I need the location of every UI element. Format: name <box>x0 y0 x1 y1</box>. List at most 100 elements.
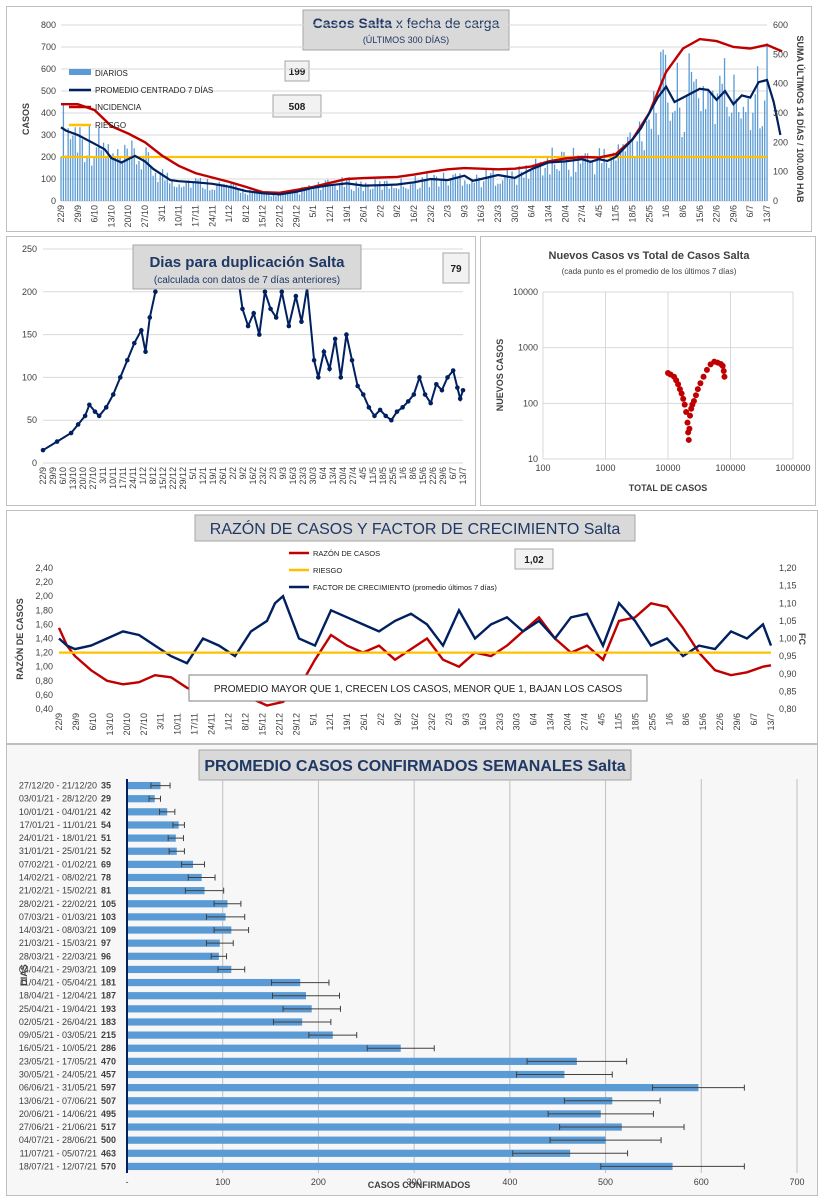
daily-bar <box>109 155 112 201</box>
doubling-point <box>110 392 116 397</box>
x-tick-label: - <box>126 1177 129 1187</box>
daily-bar <box>412 182 414 201</box>
weekly-bar <box>128 781 161 790</box>
daily-bar <box>409 184 412 201</box>
scatter-point <box>692 392 699 399</box>
daily-bar <box>350 189 353 201</box>
x-tick-label: 13/4 <box>543 205 553 223</box>
x-tick-label: 13/7 <box>762 205 772 223</box>
daily-bar <box>542 175 544 201</box>
legend-incidence: INCIDENCIA <box>95 103 142 112</box>
daily-bar <box>223 183 225 201</box>
daily-bar <box>605 162 608 201</box>
daily-bar <box>487 177 490 201</box>
doubling-point <box>434 381 439 387</box>
category-label: 13/06/21 - 07/06/21 <box>19 1096 97 1106</box>
daily-bar <box>310 189 312 201</box>
y-axis-label: NUEVOS CASOS <box>495 339 505 412</box>
daily-bar <box>180 187 183 201</box>
data-label: 51 <box>101 833 111 843</box>
data-label: 35 <box>101 781 111 791</box>
daily-bar <box>627 136 629 201</box>
x-tick-label: 19/1 <box>342 205 352 223</box>
category-label: 06/06/21 - 31/05/21 <box>19 1083 97 1093</box>
weekly-bar <box>128 847 177 855</box>
x-tick-label: 22/9 <box>54 713 64 731</box>
data-label: 97 <box>101 938 111 948</box>
x-tick-label: 29/6 <box>438 467 448 485</box>
x-tick-label: 20/4 <box>338 467 348 485</box>
daily-bar <box>435 176 438 201</box>
daily-bar <box>426 173 428 201</box>
category-label: 07/02/21 - 01/02/21 <box>19 859 97 869</box>
x-tick-label: 600 <box>694 1177 709 1187</box>
x-tick-label: 29/6 <box>732 713 742 731</box>
y-tick-label-left: 300 <box>41 130 56 140</box>
daily-bar <box>263 193 265 201</box>
doubling-point <box>251 310 257 316</box>
weekly-bar <box>128 1084 699 1092</box>
x-tick-label: 2/3 <box>443 205 453 218</box>
category-label: 27/06/21 - 21/06/21 <box>19 1122 97 1132</box>
daily-bar <box>173 186 176 201</box>
daily-bar <box>303 186 305 201</box>
daily-bar <box>374 179 376 201</box>
growth-factor-chart: RAZÓN DE CASOS Y FACTOR DE CRECIMIENTO S… <box>14 514 807 736</box>
daily-bar <box>568 169 570 201</box>
daily-bar <box>601 163 603 201</box>
daily-bar <box>67 128 69 201</box>
x-tick-label: 6/7 <box>749 713 759 726</box>
daily-bar <box>716 93 719 201</box>
y-tick-label: 100 <box>22 372 37 382</box>
y-tick-label-right: 0,95 <box>779 651 797 661</box>
daily-bar <box>355 181 357 201</box>
x-tick-label: 30/3 <box>512 713 522 731</box>
daily-bar <box>220 184 223 201</box>
category-label: 16/05/21 - 10/05/21 <box>19 1043 97 1053</box>
daily-bar <box>275 196 277 201</box>
daily-bar <box>152 175 154 201</box>
doubling-point <box>299 319 304 325</box>
daily-bar <box>523 177 525 201</box>
daily-bar <box>461 185 464 201</box>
weekly-bar <box>128 1044 401 1052</box>
daily-bar <box>577 155 579 201</box>
daily-bar <box>140 169 142 201</box>
x-tick-label: 6/10 <box>90 205 100 223</box>
x-tick-label: 8/12 <box>240 713 250 731</box>
doubling-point <box>68 430 74 436</box>
scatter-point <box>719 362 726 369</box>
x-tick-label: 10/11 <box>108 467 118 489</box>
weekly-bar <box>128 992 306 1000</box>
daily-bar <box>107 144 109 201</box>
weekly-bar <box>128 1057 577 1065</box>
weekly-bar <box>128 1123 622 1131</box>
daily-bar <box>251 192 253 201</box>
x-tick-label: 27/4 <box>577 205 587 223</box>
doubling-point <box>377 407 383 413</box>
x-tick-label: 11/5 <box>368 467 378 484</box>
doubling-point <box>96 413 102 419</box>
y-tick-label-left: 0,80 <box>35 676 53 686</box>
daily-bar <box>218 181 220 201</box>
y-tick-label-left: 700 <box>41 42 56 52</box>
weekly-bar <box>128 1110 601 1118</box>
y-tick-label-left: 1,80 <box>35 605 53 615</box>
x-axis-label: TOTAL DE CASOS <box>629 483 708 493</box>
x-tick-label: 400 <box>502 1177 517 1187</box>
daily-bar <box>65 155 67 201</box>
data-label: 78 <box>101 873 111 883</box>
scatter-point <box>686 425 693 432</box>
daily-bar <box>114 157 117 201</box>
category-label: 09/05/21 - 03/05/21 <box>19 1030 97 1040</box>
daily-bar <box>509 179 511 201</box>
value-box <box>514 548 554 570</box>
doubling-point <box>417 375 422 380</box>
category-label: 30/05/21 - 24/05/21 <box>19 1070 97 1080</box>
daily-bar <box>584 153 586 201</box>
doubling-point <box>422 392 428 397</box>
x-tick-label: 1000 <box>595 463 615 473</box>
daily-bar <box>766 43 768 201</box>
daily-bar <box>369 189 372 201</box>
